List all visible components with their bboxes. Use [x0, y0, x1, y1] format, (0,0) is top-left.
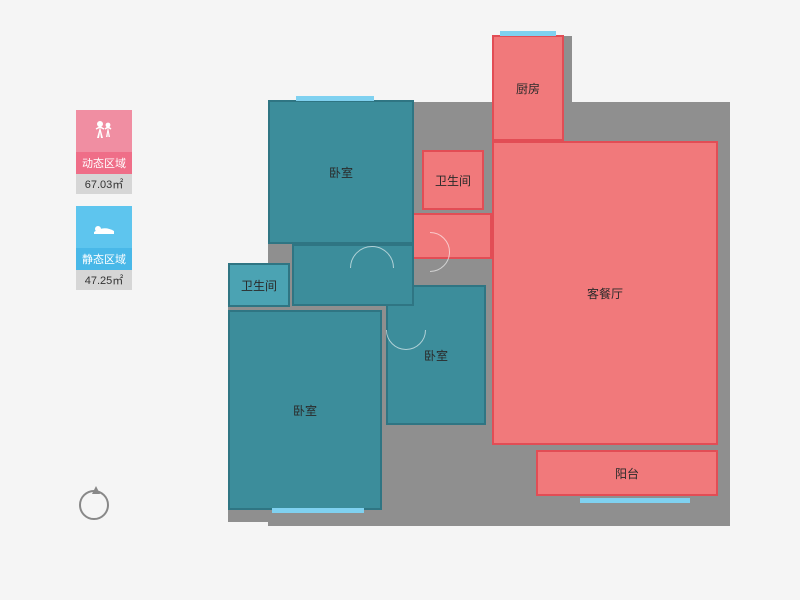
room-bedroom3: 卧室	[228, 310, 382, 510]
compass-icon	[76, 486, 112, 522]
room-label: 厨房	[516, 80, 540, 97]
room-bedroom1: 卧室	[268, 100, 414, 244]
legend-static-value: 47.25㎡	[76, 270, 132, 290]
room-kitchen: 厨房	[492, 35, 564, 141]
room-living: 客餐厅	[492, 141, 718, 445]
legend-dynamic-icon-bg	[76, 110, 132, 152]
window-line	[272, 508, 364, 513]
room-bath1: 卫生间	[422, 150, 484, 210]
legend-dynamic-value: 67.03㎡	[76, 174, 132, 194]
room-label: 阳台	[615, 465, 639, 482]
floorplan: 厨房卫生间客餐厅阳台卧室卫生间卧室卧室	[200, 10, 740, 570]
window-line	[296, 96, 374, 101]
room-label: 卧室	[424, 347, 448, 364]
room-bedroom1-ext	[292, 244, 414, 306]
room-balcony: 阳台	[536, 450, 718, 496]
legend-dynamic-label: 动态区域	[76, 152, 132, 174]
window-line	[580, 498, 690, 503]
legend-static-label: 静态区域	[76, 248, 132, 270]
room-bedroom2: 卧室	[386, 285, 486, 425]
room-label: 卫生间	[435, 172, 471, 189]
room-bath2: 卫生间	[228, 263, 290, 307]
room-label: 卧室	[329, 164, 353, 181]
legend-static-icon-bg	[76, 206, 132, 248]
room-label: 客餐厅	[587, 285, 623, 302]
legend-dynamic: 动态区域 67.03㎡	[76, 110, 132, 194]
room-label: 卧室	[293, 402, 317, 419]
room-label: 卫生间	[241, 277, 277, 294]
people-icon	[91, 118, 117, 144]
window-line	[500, 31, 556, 36]
legend-static: 静态区域 47.25㎡	[76, 206, 132, 290]
sleep-icon	[90, 217, 118, 237]
